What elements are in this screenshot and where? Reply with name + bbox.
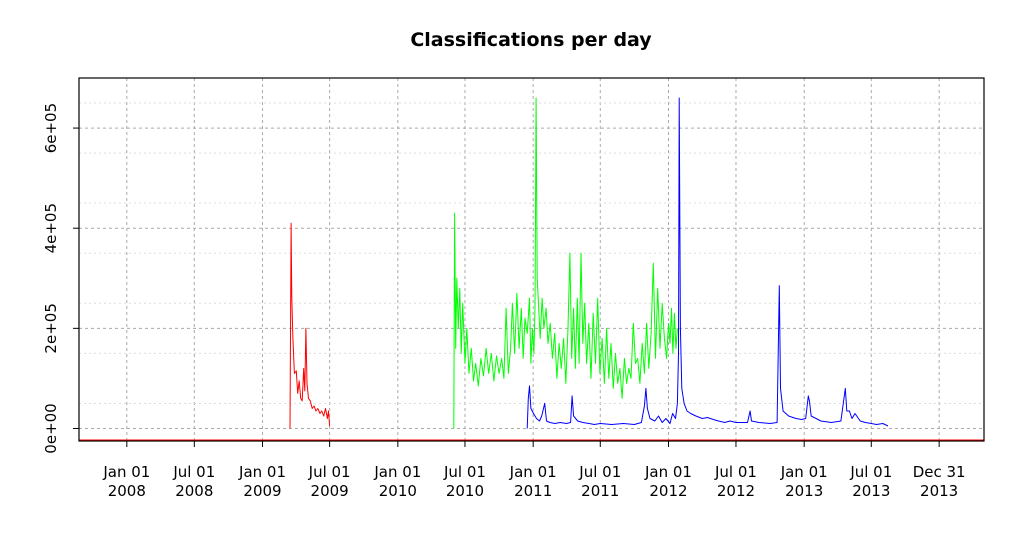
x-tick-label: Jul 01 xyxy=(714,463,757,481)
y-tick-label: 6e+05 xyxy=(42,103,60,153)
x-tick-year: 2012 xyxy=(717,482,755,500)
y-tick-label: 2e+05 xyxy=(42,303,60,353)
x-tick-year: 2011 xyxy=(581,482,619,500)
x-tick-year: 2013 xyxy=(920,482,958,500)
x-tick-year: 2012 xyxy=(649,482,687,500)
plot-frame xyxy=(78,77,985,442)
x-tick-year: 2010 xyxy=(379,482,417,500)
y-tick-label: 4e+05 xyxy=(42,203,60,253)
x-tick-label: Dec 31 xyxy=(913,463,966,481)
x-tick-label: Jan 01 xyxy=(102,463,150,481)
x-tick-year: 2008 xyxy=(108,482,146,500)
x-tick-label: Jul 01 xyxy=(308,463,351,481)
x-tick-label: Jan 01 xyxy=(238,463,286,481)
x-tick-label: Jan 01 xyxy=(509,463,557,481)
x-tick-year: 2011 xyxy=(514,482,552,500)
x-tick-year: 2013 xyxy=(852,482,890,500)
x-tick-year: 2009 xyxy=(311,482,349,500)
x-tick-year: 2013 xyxy=(785,482,823,500)
series-layer xyxy=(289,97,889,429)
x-tick-year: 2010 xyxy=(446,482,484,500)
x-tick-year: 2009 xyxy=(243,482,281,500)
x-tick-label: Jul 01 xyxy=(172,463,215,481)
y-tick-label: 0e+00 xyxy=(42,403,60,453)
x-tick-label: Jul 01 xyxy=(578,463,621,481)
x-tick-label: Jul 01 xyxy=(849,463,892,481)
x-tick-label: Jul 01 xyxy=(443,463,486,481)
x-tick-label: Jan 01 xyxy=(373,463,421,481)
series-line-3 xyxy=(526,97,889,429)
grid-lines xyxy=(79,78,984,441)
series-line-1 xyxy=(289,222,331,429)
chart-title: Classifications per day xyxy=(410,29,652,51)
x-tick-label: Jan 01 xyxy=(780,463,828,481)
x-tick-year: 2008 xyxy=(175,482,213,500)
series-line-2 xyxy=(453,97,678,429)
x-tick-label: Jan 01 xyxy=(644,463,692,481)
